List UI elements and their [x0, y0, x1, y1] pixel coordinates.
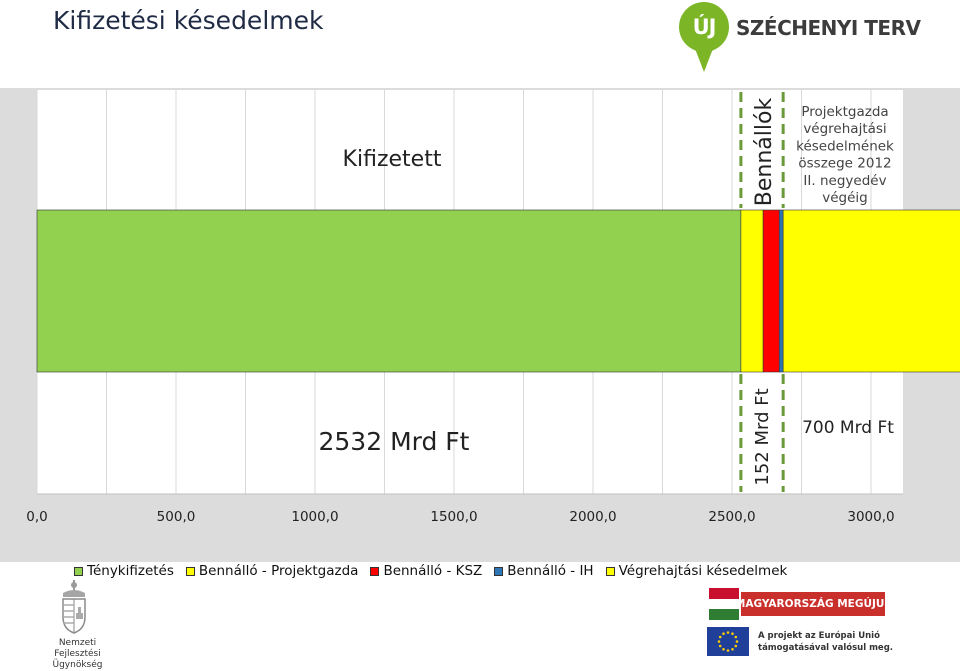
bar-segment-1 [36, 209, 742, 373]
legend-item: Bennálló - Projektgazda [185, 563, 359, 579]
hungarian-crest-icon [62, 580, 86, 634]
bar-segment-3 [762, 209, 780, 373]
nfu-logo: Nemzeti Fejlesztési Ügynökség [30, 575, 125, 670]
legend-swatch [185, 566, 195, 576]
uj-badge-icon: ÚJ [679, 2, 729, 52]
pending-header: Bennállók [752, 98, 777, 207]
delay-header-line: II. negyedév [803, 173, 886, 189]
legend-item: Bennálló - KSZ [370, 563, 482, 579]
eu-text: A projekt az Európai Unió támogatásával … [758, 630, 893, 654]
x-tick-label: 2500,0 [708, 509, 755, 525]
x-tick-label: 1000,0 [291, 509, 338, 525]
bar-segment-5 [782, 209, 960, 373]
legend-swatch [494, 566, 504, 576]
legend-label: Végrehajtási késedelmek [618, 563, 788, 579]
szechenyi-terv-logo: ÚJ SZÉCHENYI TERV [674, 2, 924, 80]
delay-header-line: összege 2012 [798, 156, 891, 172]
x-tick-label: 2000,0 [569, 509, 616, 525]
delay-header-line: késedelmének [796, 138, 894, 154]
nfu-line2: Fejlesztési Ügynökség [52, 649, 103, 670]
legend-label: Bennálló - KSZ [383, 563, 483, 579]
x-tick-label: 3000,0 [847, 509, 894, 525]
magyarorszag-megujul-text: MAGYARORSZÁG MEGÚJUL [735, 592, 891, 616]
eu-line2: támogatásával valósul meg. [758, 643, 894, 653]
eu-logo: A projekt az Európai Unió támogatásával … [707, 627, 893, 657]
legend-item: Végrehajtási késedelmek [605, 563, 788, 579]
x-tick-label: 0,0 [26, 509, 47, 525]
legend-label: Ténykifizetés [87, 563, 174, 579]
x-tick-label: 1500,0 [430, 509, 477, 525]
nfu-text: Nemzeti Fejlesztési Ügynökség [30, 638, 125, 671]
eu-flag-icon [707, 627, 749, 656]
pending-total-label: 152 Mrd Ft [752, 388, 773, 485]
paid-total-label: 2532 Mrd Ft [319, 427, 470, 456]
pin-tail-icon [694, 46, 714, 72]
delay-total-label: 700 Mrd Ft [802, 418, 894, 438]
bar-segment-2 [740, 209, 764, 373]
stacked-bars [36, 209, 960, 373]
delay-header-line: végéig [822, 190, 868, 206]
nfu-line1: Nemzeti [58, 638, 97, 648]
x-axis-tick-labels: 0,0 500,0 1000,0 1500,0 2000,0 2500,0 3000,0 [26, 509, 894, 525]
paid-header: Kifizetett [343, 147, 442, 172]
hungarian-flag-icon [709, 588, 739, 620]
chart-legend: Ténykifizetés Bennálló - Projektgazda Benn… [74, 563, 799, 581]
bar-segment-4 [778, 209, 784, 373]
delay-header-line: Projektgazda [801, 104, 888, 120]
legend-swatch [370, 566, 380, 576]
magyarorszag-megujul-logo: MAGYARORSZÁG MEGÚJUL [709, 588, 891, 620]
x-tick-label: 500,0 [157, 509, 196, 525]
legend-item: Ténykifizetés [74, 563, 174, 579]
szechenyi-terv-text: SZÉCHENYI TERV [736, 16, 921, 40]
legend-swatch [605, 566, 615, 576]
eu-line1: A projekt az Európai Unió [758, 631, 880, 641]
pending-section-dividers [739, 92, 785, 492]
legend-item: Bennálló - IH [494, 563, 594, 579]
delay-header-line: végrehajtási [803, 121, 886, 137]
legend-swatch [74, 566, 83, 576]
legend-label: Bennálló - IH [507, 563, 594, 579]
legend-label: Bennálló - Projektgazda [198, 563, 359, 579]
page-title: Kifizetési késedelmek [53, 6, 324, 35]
